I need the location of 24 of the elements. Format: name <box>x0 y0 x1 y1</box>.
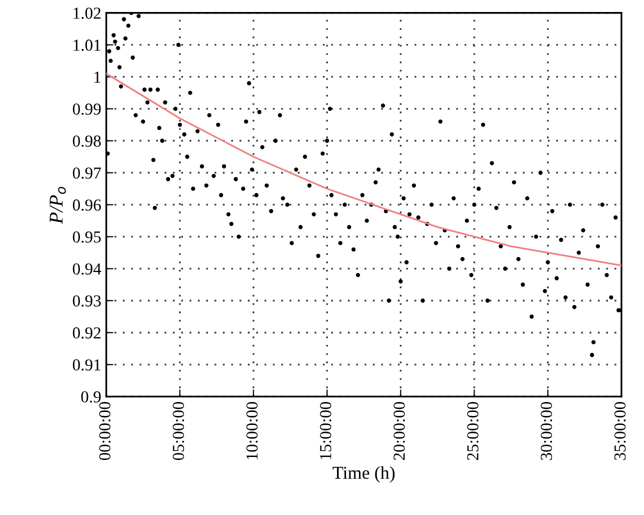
x-tick-label: 20:00:00 <box>394 402 405 460</box>
x-tick-label: 00:00:00 <box>99 402 111 460</box>
y-tick-label: 0.96 <box>72 199 101 211</box>
y-tick-label: 1 <box>94 72 100 83</box>
y-tick-label: 0.92 <box>72 327 100 339</box>
y-tick-label: 0.98 <box>72 135 101 147</box>
y-tick-label: 0.97 <box>72 167 101 179</box>
y-tick-label: 0.99 <box>72 103 101 115</box>
x-tick-label: 30:00:00 <box>540 402 552 460</box>
x-tick-label: 05:00:00 <box>172 402 184 460</box>
line-series <box>106 72 622 266</box>
x-tick-label: 25:00:00 <box>467 402 479 460</box>
y-tick-label: 0.95 <box>72 231 101 243</box>
x-axis-title: Time (h) <box>332 466 395 483</box>
y-tick-label: 0.93 <box>72 295 101 307</box>
y-tick-label: 0.91 <box>72 359 100 371</box>
y-tick-label: 0.9 <box>81 391 101 403</box>
x-tick-label: 15:00:00 <box>320 402 332 460</box>
y-tick-label: 0.94 <box>72 263 102 275</box>
y-axis-title: P/P$_{o}$ <box>50 186 66 224</box>
y-tick-label: 1.02 <box>74 8 100 19</box>
x-tick-label: 10:00:00 <box>246 402 258 460</box>
x-tick-label: 35:00:00 <box>614 402 626 460</box>
y-tick-label: 1.01 <box>74 40 100 51</box>
